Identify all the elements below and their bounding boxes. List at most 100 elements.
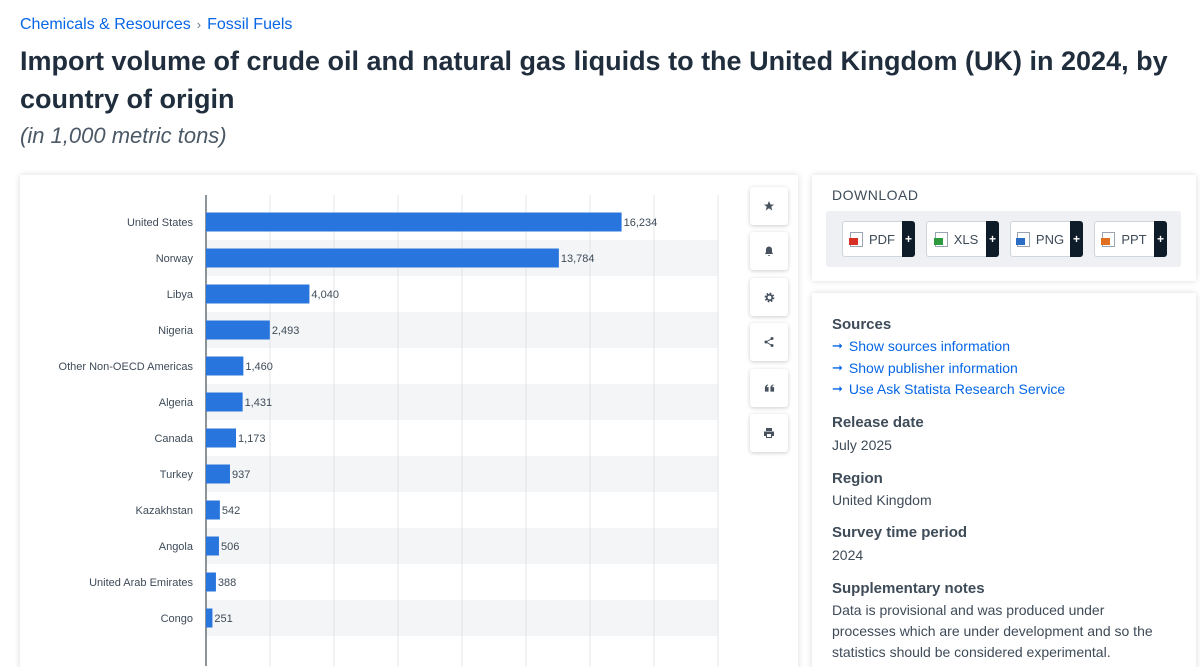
survey-period-label: Survey time period	[832, 524, 968, 541]
category-label: Kazakhstan	[136, 505, 193, 517]
bar[interactable]	[206, 500, 220, 520]
value-label: 542	[222, 505, 240, 517]
download-xls-plus[interactable]: +	[986, 221, 999, 257]
sources-label: Sources	[832, 316, 892, 333]
breadcrumb-separator: ›	[196, 17, 202, 32]
download-ppt-label: PPT	[1121, 231, 1147, 247]
breadcrumb: Chemicals & Resources › Fossil Fuels	[20, 16, 292, 34]
download-ppt-button[interactable]: PPT +	[1094, 221, 1167, 257]
download-xls-main[interactable]: XLS	[926, 221, 986, 257]
arrow-right-icon: ➞	[832, 360, 843, 375]
ask-statista-text: Use Ask Statista Research Service	[848, 381, 1066, 397]
xls-icon	[933, 231, 948, 247]
bar[interactable]	[206, 248, 559, 268]
info-panel: Sources ➞ Show sources information ➞ Show …	[812, 293, 1196, 667]
printer-icon	[764, 428, 774, 438]
share-button[interactable]	[750, 323, 788, 361]
show-sources-link[interactable]: ➞ Show sources information	[832, 338, 1010, 354]
category-label: Other Non-OECD Americas	[59, 361, 194, 373]
category-label: Algeria	[159, 397, 194, 409]
arrow-right-icon: ➞	[832, 381, 843, 396]
download-buttons: PDF + XLS + PNG + PPT +	[826, 211, 1181, 267]
category-label: Angola	[159, 541, 194, 553]
region-label: Region	[832, 470, 883, 487]
category-label: Libya	[167, 289, 194, 301]
release-date-value: July 2025	[832, 437, 892, 453]
value-label: 13,784	[561, 253, 595, 265]
supplementary-notes-label: Supplementary notes	[832, 580, 985, 597]
bar[interactable]	[206, 428, 237, 448]
page-subtitle: (in 1,000 metric tons)	[20, 123, 227, 148]
value-label: 506	[221, 541, 239, 553]
value-label: 4,040	[311, 289, 339, 301]
supplementary-notes-line-3: statistics should be considered experime…	[832, 644, 1111, 660]
download-png-button[interactable]: PNG +	[1010, 221, 1083, 257]
gear-icon	[764, 292, 774, 302]
download-pdf-main[interactable]: PDF	[842, 221, 902, 257]
supplementary-notes-line-1: Data is provisional and was produced und…	[832, 602, 1105, 618]
pdf-icon	[849, 231, 863, 247]
download-png-main[interactable]: PNG	[1010, 221, 1070, 257]
survey-period-value: 2024	[832, 547, 864, 563]
breadcrumb-fossil-fuels-link[interactable]: Fossil Fuels	[207, 16, 293, 33]
value-label: 937	[232, 469, 250, 481]
release-date-label: Release date	[832, 414, 924, 431]
category-label: Nigeria	[158, 325, 194, 337]
share-icon	[764, 337, 774, 347]
download-pdf-label: PDF	[869, 231, 895, 247]
value-label: 16,234	[624, 217, 658, 229]
ppt-icon	[1101, 231, 1116, 247]
value-label: 388	[218, 577, 236, 589]
show-publisher-text: Show publisher information	[848, 360, 1018, 376]
download-pdf-button[interactable]: PDF +	[842, 221, 915, 257]
region-value: United Kingdom	[832, 492, 932, 508]
bar[interactable]	[206, 212, 622, 232]
arrow-right-icon: ➞	[832, 338, 843, 353]
value-label: 251	[214, 613, 232, 625]
value-label: 1,173	[238, 433, 266, 445]
chart-card: United States 16,234 Norway 13,784 Libya 4,04…	[20, 175, 798, 667]
show-sources-text: Show sources information	[848, 338, 1010, 354]
bar[interactable]	[206, 320, 270, 340]
category-label: Turkey	[160, 469, 194, 481]
star-icon	[764, 201, 774, 211]
bar-chart: United States 16,234 Norway 13,784 Libya 4,04…	[59, 195, 719, 666]
bar[interactable]	[206, 392, 243, 412]
bar[interactable]	[206, 284, 310, 304]
download-xls-button[interactable]: XLS +	[926, 221, 999, 257]
bar[interactable]	[206, 356, 244, 376]
favorite-button[interactable]	[750, 187, 788, 225]
breadcrumb-chemicals-link[interactable]: Chemicals & Resources	[20, 16, 191, 33]
bell-icon	[765, 246, 773, 256]
settings-button[interactable]	[750, 278, 788, 316]
download-xls-label: XLS	[953, 231, 979, 247]
category-label: United Arab Emirates	[89, 577, 193, 589]
png-icon	[1015, 231, 1030, 247]
bar[interactable]	[206, 464, 230, 484]
show-publisher-link[interactable]: ➞ Show publisher information	[832, 360, 1018, 376]
quote-icon	[764, 384, 774, 392]
cite-button[interactable]	[750, 369, 788, 407]
value-label: 1,431	[245, 397, 273, 409]
download-title: DOWNLOAD	[832, 187, 919, 203]
category-label: United States	[127, 217, 194, 229]
page-title: Import volume of crude oil and natural g…	[20, 46, 1168, 114]
print-button[interactable]	[750, 414, 788, 452]
download-ppt-plus[interactable]: +	[1154, 221, 1167, 257]
ask-statista-link[interactable]: ➞ Use Ask Statista Research Service	[832, 381, 1065, 397]
alert-button[interactable]	[750, 232, 788, 270]
bar[interactable]	[206, 536, 219, 556]
download-panel: DOWNLOAD PDF + XLS + PNG + PPT +	[812, 175, 1196, 281]
value-label: 1,460	[245, 361, 273, 373]
download-ppt-main[interactable]: PPT	[1094, 221, 1154, 257]
bar[interactable]	[206, 608, 213, 628]
category-label: Norway	[156, 253, 194, 265]
value-label: 2,493	[272, 325, 300, 337]
bar[interactable]	[206, 572, 216, 592]
category-label: Congo	[161, 613, 193, 625]
supplementary-notes-line-2: processes which are under development an…	[832, 623, 1153, 639]
download-png-plus[interactable]: +	[1070, 221, 1083, 257]
category-label: Canada	[154, 433, 193, 445]
download-png-label: PNG	[1035, 231, 1065, 247]
download-pdf-plus[interactable]: +	[902, 221, 915, 257]
